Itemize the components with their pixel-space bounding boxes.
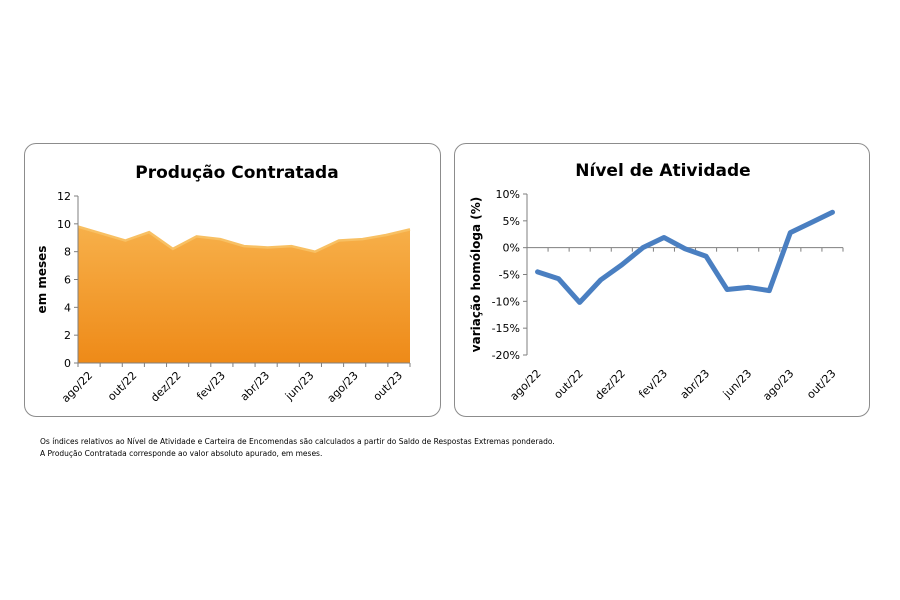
y-tick-label: 0	[64, 357, 71, 370]
footnote-line-1: Os índices relativos ao Nível de Ativida…	[40, 437, 555, 446]
y-axis-label: em meses	[35, 246, 49, 314]
x-tick-label: out/22	[551, 367, 585, 401]
y-tick-label: 10%	[496, 188, 520, 201]
chart-title: Produção Contratada	[135, 163, 338, 183]
y-tick-label: 0%	[503, 242, 520, 255]
series-line	[535, 209, 835, 305]
area-chart-producao-contratada: Produção Contratada em meses 0 2 4 6 8 10 12 ago/…	[35, 163, 411, 405]
chart-panel-producao: Produção Contratada em meses 0 2 4 6 8 10 12 ago/…	[24, 143, 441, 417]
footnote-line-2: A Produção Contratada corresponde ao val…	[40, 449, 323, 458]
x-tick-label: dez/22	[148, 369, 184, 405]
x-tick-label: out/23	[804, 367, 838, 401]
y-tick-label: 12	[57, 190, 71, 203]
x-tick-label: ago/23	[325, 369, 361, 405]
y-tick-label: -15%	[492, 322, 520, 335]
area-top-edge	[77, 225, 411, 253]
x-tick-label: abr/23	[678, 367, 713, 402]
x-tick-label: ago/23	[760, 367, 796, 403]
x-tick-label: out/22	[105, 369, 139, 403]
x-tick-label: fev/23	[194, 369, 228, 403]
y-tick-label: 6	[64, 274, 71, 287]
y-tick-label: 8	[64, 246, 71, 259]
y-tick-label: 5%	[503, 215, 520, 228]
y-tick-label: -10%	[492, 295, 520, 308]
y-tick-label: -5%	[499, 269, 520, 282]
chart-panel-atividade: Nível de Atividade variação homóloga (%) -…	[454, 143, 870, 417]
y-tick-label: 4	[64, 301, 71, 314]
x-tick-label: jun/23	[282, 369, 316, 403]
x-tick-label: out/23	[371, 369, 405, 403]
x-tick-label: ago/22	[59, 369, 95, 405]
x-tick-label: abr/23	[238, 369, 273, 404]
x-tick-label: fev/23	[636, 367, 670, 401]
x-tick-label: ago/22	[507, 367, 543, 403]
y-tick-label: -20%	[492, 349, 520, 362]
x-tick-label: dez/22	[592, 367, 628, 403]
y-tick-label: 10	[57, 218, 71, 231]
x-tick-label: jun/23	[720, 367, 754, 401]
y-axis-label: variação homóloga (%)	[469, 197, 483, 352]
y-tick-label: 2	[64, 329, 71, 342]
chart-title: Nível de Atividade	[575, 161, 750, 181]
area-fill	[78, 226, 410, 363]
